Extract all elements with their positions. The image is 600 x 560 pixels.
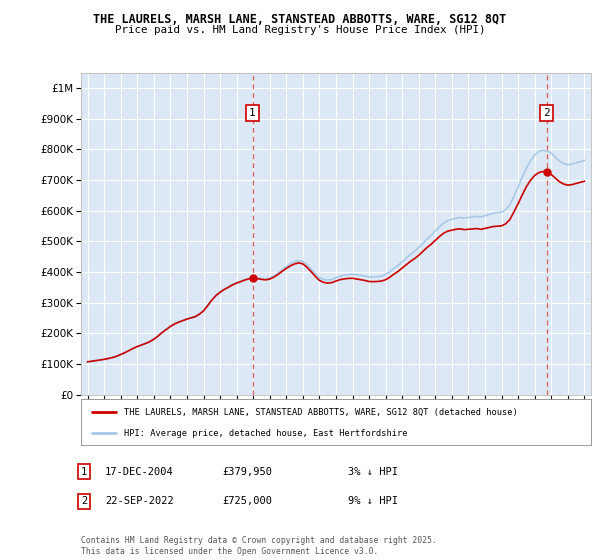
Text: 3% ↓ HPI: 3% ↓ HPI [348,466,398,477]
Text: 1: 1 [81,466,87,477]
Text: 2: 2 [543,108,550,118]
Text: 17-DEC-2004: 17-DEC-2004 [105,466,174,477]
Text: 22-SEP-2022: 22-SEP-2022 [105,496,174,506]
Text: £725,000: £725,000 [222,496,272,506]
Text: 2: 2 [81,496,87,506]
Text: 1: 1 [249,108,256,118]
Text: THE LAURELS, MARSH LANE, STANSTEAD ABBOTTS, WARE, SG12 8QT: THE LAURELS, MARSH LANE, STANSTEAD ABBOT… [94,13,506,26]
Text: HPI: Average price, detached house, East Hertfordshire: HPI: Average price, detached house, East… [124,429,408,438]
Text: THE LAURELS, MARSH LANE, STANSTEAD ABBOTTS, WARE, SG12 8QT (detached house): THE LAURELS, MARSH LANE, STANSTEAD ABBOT… [124,408,518,417]
Text: 9% ↓ HPI: 9% ↓ HPI [348,496,398,506]
Text: Price paid vs. HM Land Registry's House Price Index (HPI): Price paid vs. HM Land Registry's House … [115,25,485,35]
Text: Contains HM Land Registry data © Crown copyright and database right 2025.
This d: Contains HM Land Registry data © Crown c… [81,536,437,556]
Text: £379,950: £379,950 [222,466,272,477]
